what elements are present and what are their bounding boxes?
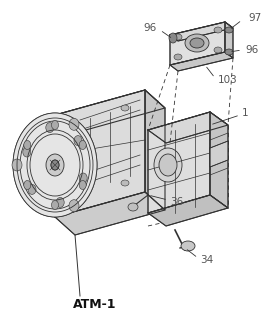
Ellipse shape <box>214 47 222 53</box>
Ellipse shape <box>174 34 182 40</box>
Polygon shape <box>170 22 233 41</box>
Ellipse shape <box>69 118 79 130</box>
Ellipse shape <box>159 154 177 176</box>
Ellipse shape <box>128 203 138 211</box>
Ellipse shape <box>79 173 87 183</box>
Ellipse shape <box>66 122 74 128</box>
Polygon shape <box>210 112 228 208</box>
Ellipse shape <box>69 200 79 212</box>
Ellipse shape <box>174 54 182 60</box>
Ellipse shape <box>23 147 31 157</box>
Polygon shape <box>55 192 165 235</box>
Ellipse shape <box>24 180 31 189</box>
Ellipse shape <box>169 33 177 43</box>
Polygon shape <box>170 52 233 71</box>
Ellipse shape <box>51 160 59 170</box>
Ellipse shape <box>13 113 97 217</box>
Ellipse shape <box>214 27 222 33</box>
Polygon shape <box>55 90 145 217</box>
Polygon shape <box>145 90 165 210</box>
Polygon shape <box>148 112 210 213</box>
Polygon shape <box>225 22 233 58</box>
Ellipse shape <box>52 121 58 130</box>
Ellipse shape <box>225 49 233 55</box>
Ellipse shape <box>13 113 97 217</box>
Ellipse shape <box>47 155 63 175</box>
Polygon shape <box>148 112 228 143</box>
Ellipse shape <box>28 184 36 195</box>
Text: 97: 97 <box>248 13 261 23</box>
Ellipse shape <box>74 136 82 146</box>
Ellipse shape <box>12 159 22 171</box>
Ellipse shape <box>66 197 74 203</box>
Text: 34: 34 <box>200 255 213 265</box>
Ellipse shape <box>185 34 209 52</box>
Text: 1: 1 <box>242 108 249 118</box>
Ellipse shape <box>46 123 54 132</box>
Polygon shape <box>55 90 165 133</box>
Text: 103: 103 <box>218 75 238 85</box>
Text: 96: 96 <box>143 23 157 33</box>
Ellipse shape <box>225 27 233 33</box>
Polygon shape <box>148 195 228 226</box>
Text: 36: 36 <box>170 197 183 207</box>
Text: 96: 96 <box>245 45 258 55</box>
Ellipse shape <box>24 140 31 149</box>
Ellipse shape <box>181 241 195 251</box>
Ellipse shape <box>154 148 182 182</box>
Ellipse shape <box>79 180 86 189</box>
Ellipse shape <box>190 38 204 48</box>
Text: ATM-1: ATM-1 <box>73 299 117 311</box>
Ellipse shape <box>79 140 86 149</box>
Ellipse shape <box>121 105 129 111</box>
Polygon shape <box>170 22 225 65</box>
Polygon shape <box>210 141 228 167</box>
Ellipse shape <box>56 197 64 207</box>
Ellipse shape <box>121 180 129 186</box>
Ellipse shape <box>46 154 64 176</box>
Ellipse shape <box>51 160 59 170</box>
Ellipse shape <box>52 201 58 210</box>
